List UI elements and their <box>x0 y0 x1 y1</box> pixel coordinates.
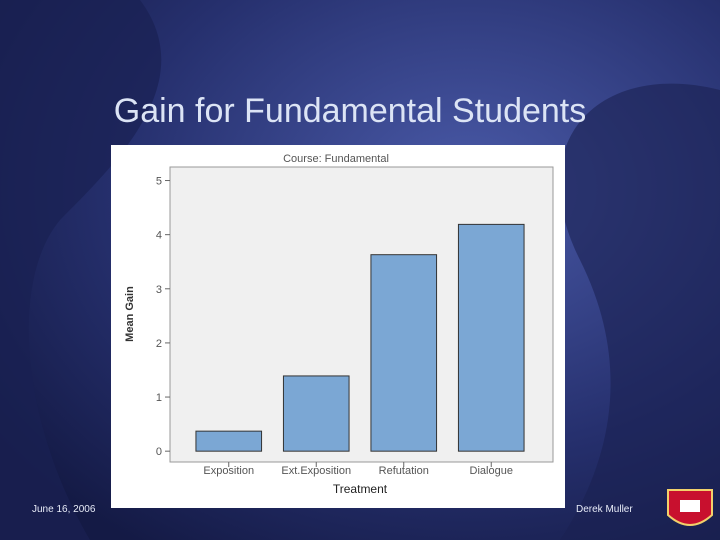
footer-author: Derek Muller <box>576 504 633 515</box>
y-tick-label: 0 <box>156 446 162 458</box>
bar <box>195 430 263 452</box>
bar <box>457 223 525 452</box>
y-tick-label: 2 <box>156 338 162 350</box>
x-tick-label: Refutation <box>379 465 429 477</box>
bar <box>282 375 350 452</box>
y-tick-label: 1 <box>156 392 162 404</box>
footer-date: June 16, 2006 <box>32 504 96 515</box>
decor-curve <box>0 0 162 540</box>
bar <box>370 254 438 452</box>
x-tick-label: Ext.Exposition <box>281 465 351 477</box>
logo <box>667 489 713 526</box>
x-axis-label: Treatment <box>333 482 388 496</box>
slide-title: Gain for Fundamental Students <box>114 92 587 130</box>
x-tick-label: Dialogue <box>470 465 513 477</box>
chart-title: Course: Fundamental <box>283 153 389 165</box>
y-axis-label: Mean Gain <box>124 286 136 342</box>
y-tick-label: 3 <box>156 284 162 296</box>
x-tick-label: Exposition <box>203 465 254 477</box>
y-tick-label: 4 <box>156 230 162 242</box>
y-tick-label: 5 <box>156 176 162 188</box>
decor-curve <box>559 83 720 540</box>
